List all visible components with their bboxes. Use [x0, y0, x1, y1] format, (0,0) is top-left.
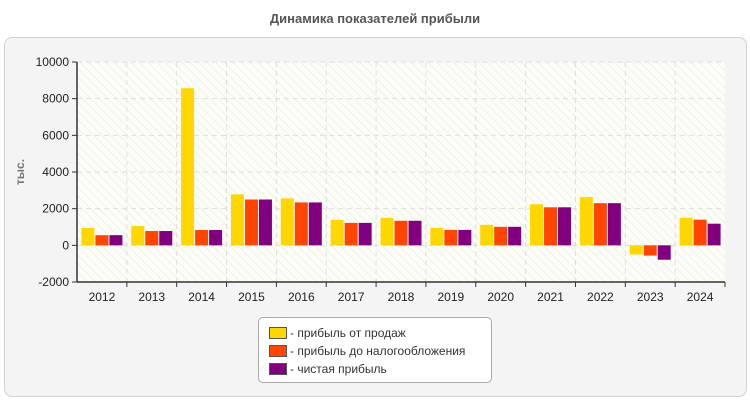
bar-2021-1 — [530, 204, 544, 246]
x-tick-label: 2012 — [89, 290, 116, 304]
bar-2018-1 — [380, 217, 394, 246]
x-tick-label: 2020 — [487, 290, 514, 304]
x-tick-label: 2021 — [537, 290, 564, 304]
bar-2016-2 — [294, 202, 308, 246]
y-tick-label: 6000 — [42, 128, 69, 142]
x-tick-label: 2014 — [188, 290, 215, 304]
bar-2013-2 — [145, 231, 159, 246]
x-tick-label: 2023 — [637, 290, 664, 304]
legend-item-net[interactable]: - чистая прибыль — [269, 362, 387, 376]
legend-swatch — [269, 363, 287, 375]
bar-2019-1 — [430, 227, 444, 246]
bar-2016-3 — [308, 202, 322, 246]
legend-swatch — [269, 345, 287, 357]
x-tick-label: 2019 — [437, 290, 464, 304]
y-tick-label: 8000 — [42, 92, 69, 106]
bar-2020-3 — [508, 226, 522, 246]
y-tick-label: 2000 — [42, 202, 69, 216]
x-tick-label: 2015 — [238, 290, 265, 304]
bar-2023-3 — [657, 245, 671, 260]
bar-2017-3 — [358, 222, 372, 246]
bar-2024-3 — [707, 223, 721, 246]
bar-2014-3 — [209, 230, 223, 246]
legend-swatch — [269, 327, 287, 339]
bar-2016-1 — [280, 198, 294, 246]
bar-2018-3 — [408, 220, 422, 246]
bar-2019-2 — [444, 229, 458, 246]
y-axis-label: тыс. — [13, 159, 27, 185]
bar-2019-3 — [458, 229, 472, 246]
bar-2015-2 — [244, 199, 258, 246]
bar-2012-3 — [109, 235, 123, 246]
x-tick-label: 2024 — [687, 290, 714, 304]
bar-2022-3 — [607, 203, 621, 246]
bar-2015-1 — [230, 194, 244, 246]
legend-item-pretax[interactable]: - прибыль до налогообложения — [269, 344, 465, 358]
y-tick-label: 10000 — [36, 55, 70, 69]
bar-2018-2 — [394, 220, 408, 246]
bar-2017-1 — [330, 219, 344, 246]
y-tick-label: 4000 — [42, 165, 69, 179]
bar-2015-3 — [258, 199, 272, 246]
legend-item-sales[interactable]: - прибыль от продаж — [269, 326, 406, 340]
bar-2021-2 — [544, 207, 558, 246]
bar-2020-2 — [494, 226, 508, 246]
chart-title: Динамика показателей прибыли — [269, 11, 481, 26]
legend-label: - прибыль до налогообложения — [290, 344, 466, 358]
x-tick-label: 2022 — [587, 290, 614, 304]
x-tick-label: 2017 — [338, 290, 365, 304]
bar-2013-3 — [159, 231, 173, 246]
x-tick-label: 2018 — [388, 290, 415, 304]
bar-2014-2 — [195, 230, 209, 246]
bar-2022-1 — [579, 197, 593, 246]
bar-2021-3 — [558, 207, 572, 246]
y-tick-label: 0 — [62, 238, 69, 252]
legend-label: - прибыль от продаж — [290, 326, 406, 340]
bar-2017-2 — [344, 222, 358, 246]
bar-2022-2 — [593, 203, 607, 246]
bar-2024-1 — [679, 217, 693, 246]
bar-2014-1 — [181, 88, 195, 246]
x-tick-label: 2016 — [288, 290, 315, 304]
bar-2013-1 — [131, 226, 145, 246]
bar-2023-1 — [629, 245, 643, 255]
legend-label: - чистая прибыль — [290, 362, 387, 376]
x-tick-label: 2013 — [138, 290, 165, 304]
bar-2012-1 — [81, 227, 95, 246]
bar-2024-2 — [693, 219, 707, 246]
bar-2023-2 — [643, 245, 657, 256]
bar-2012-2 — [95, 235, 109, 246]
legend: - прибыль от продаж - прибыль до налогоо… — [258, 317, 492, 383]
bar-2020-1 — [480, 224, 494, 246]
y-tick-label: -2000 — [38, 275, 69, 289]
